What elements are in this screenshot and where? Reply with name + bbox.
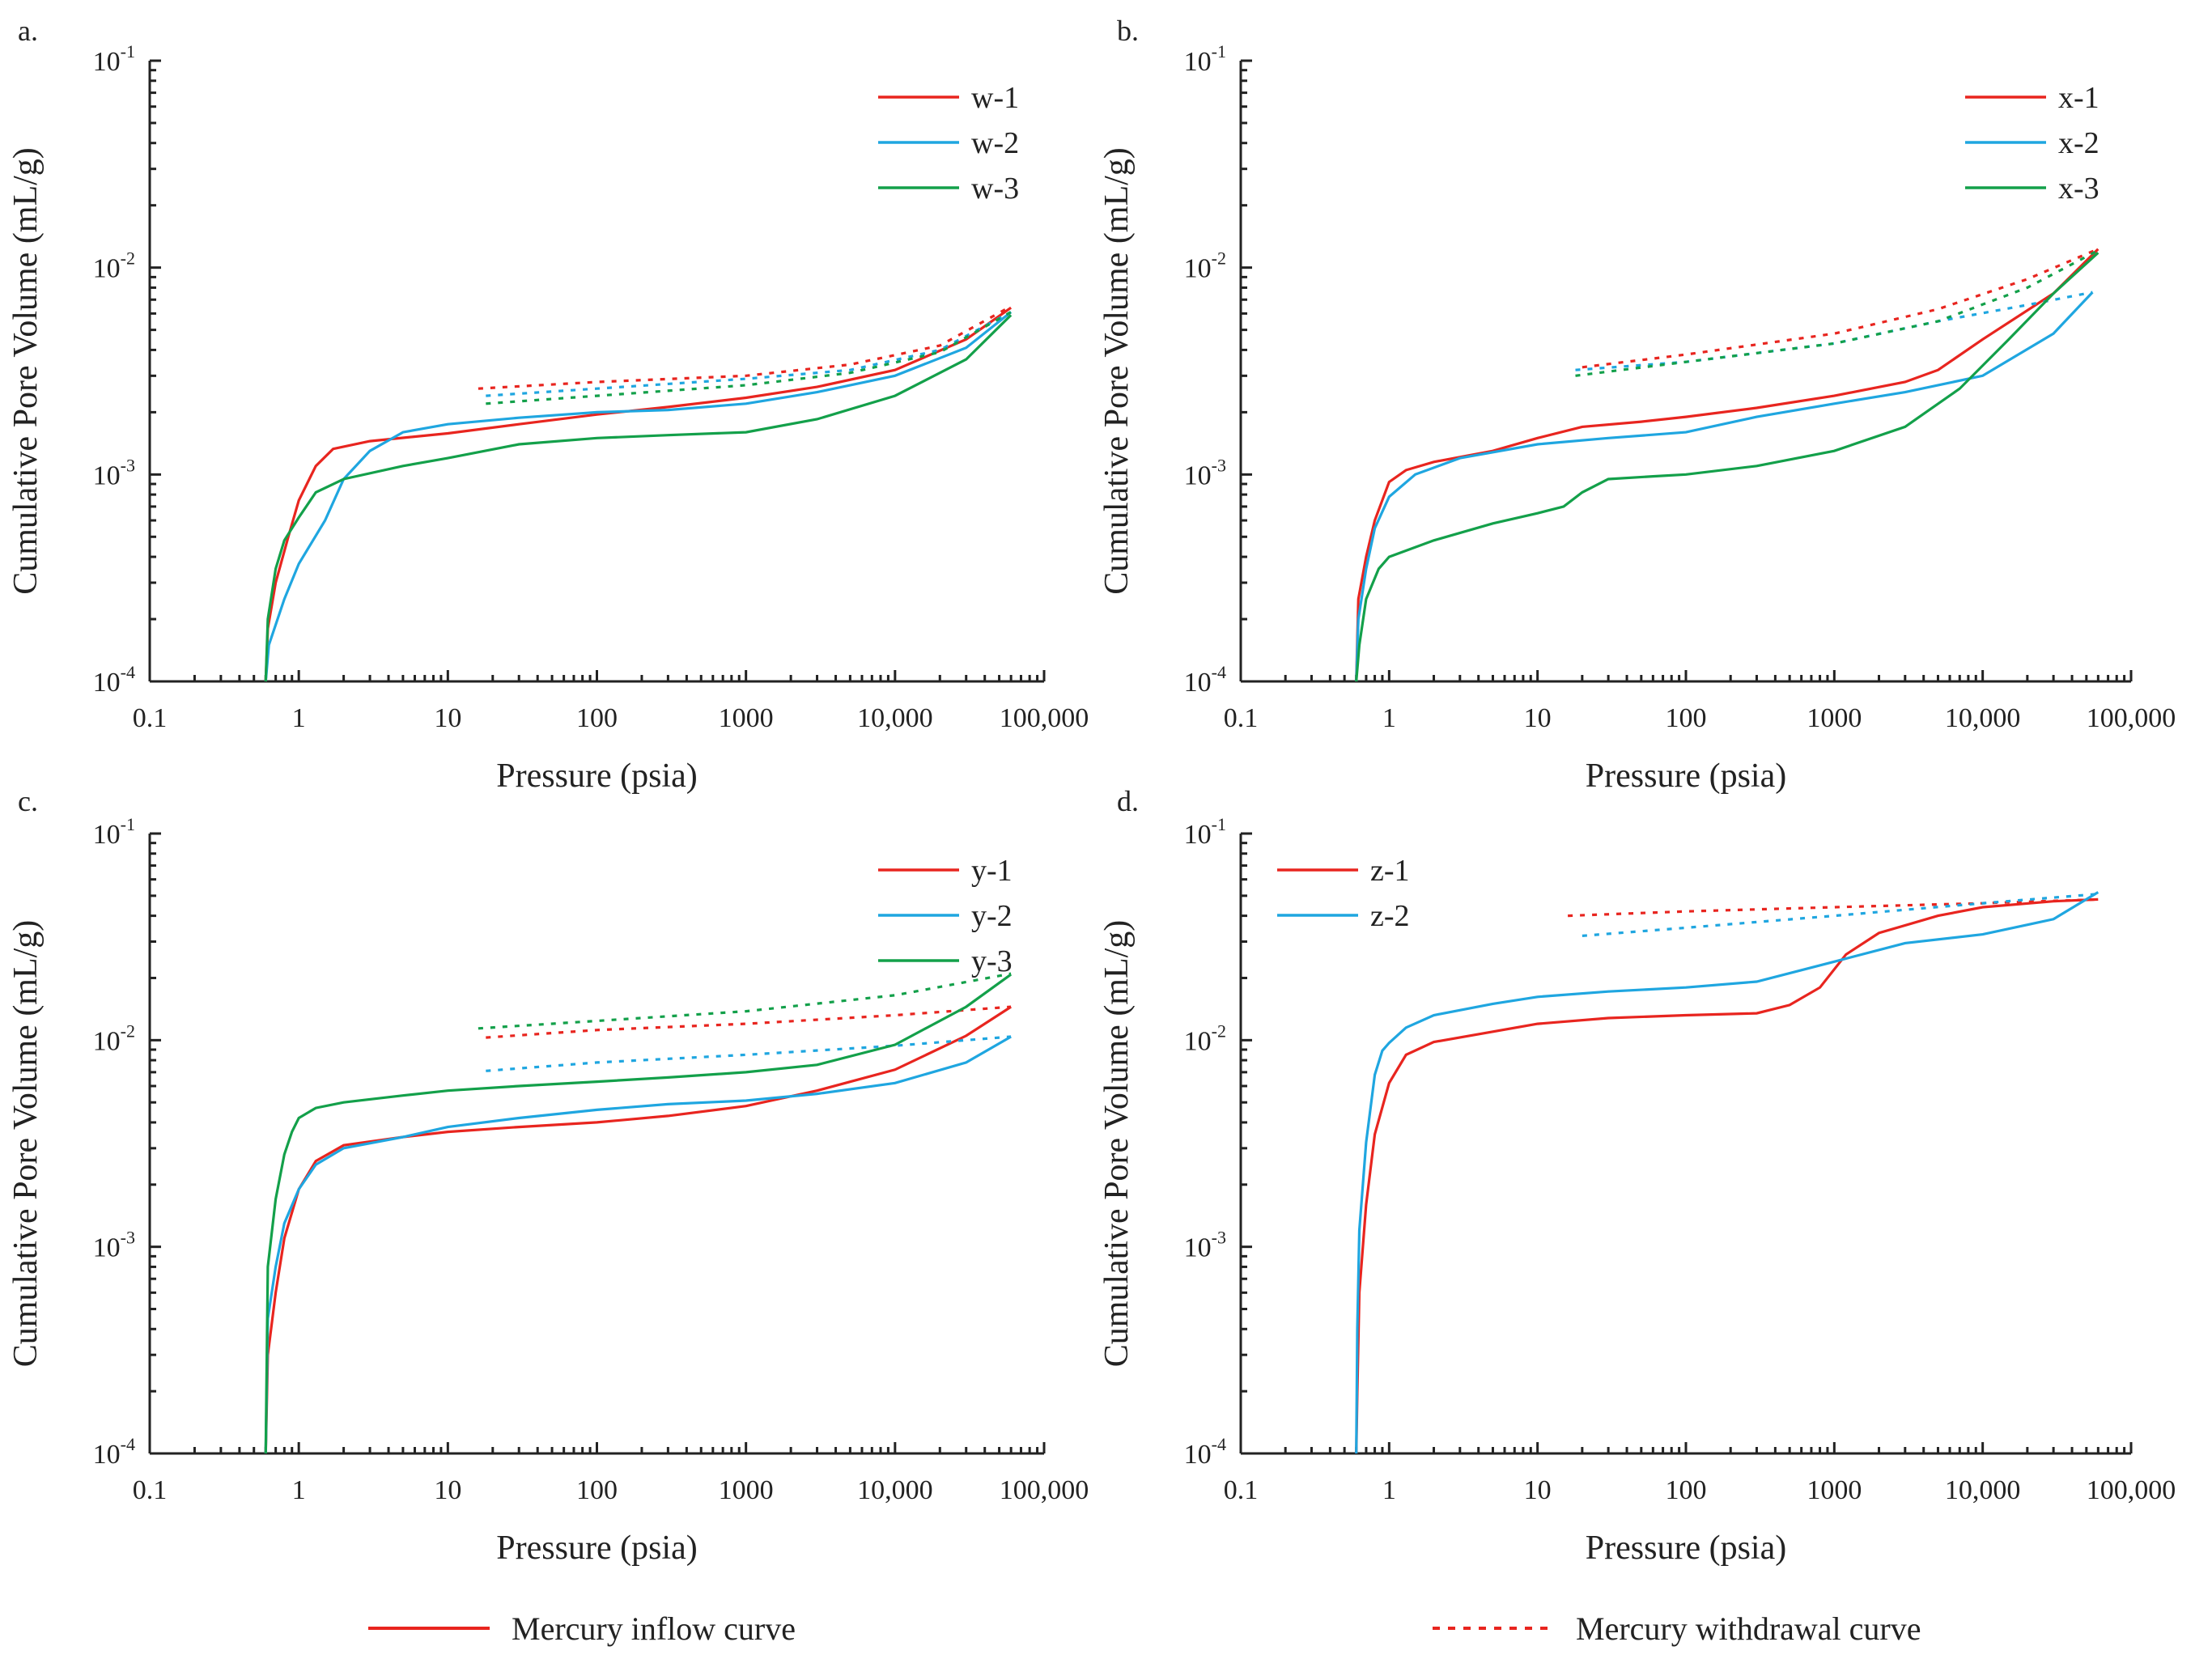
series-x-3-withdrawal-line bbox=[1575, 249, 2099, 377]
x-tick-label: 0.1 bbox=[1224, 703, 1259, 733]
series-x-3-inflow-line bbox=[1355, 252, 2099, 682]
chart-panel-3: c. 0.1 1 10 100 1000 10,000 100,000 10-4 10-3 10-2… bbox=[7, 785, 1089, 1567]
legend-label-x-1: x-1 bbox=[2058, 81, 2099, 115]
legend-label-x-3: x-3 bbox=[2058, 172, 2099, 206]
y-tick-label: 10-2 bbox=[1184, 1020, 1226, 1056]
x-tick-label: 1 bbox=[292, 703, 306, 733]
x-tick-label: 100,000 bbox=[1000, 703, 1089, 733]
x-tick-label: 10,000 bbox=[857, 703, 933, 733]
x-tick-label: 100,000 bbox=[2087, 1475, 2176, 1505]
x-tick-label: 1000 bbox=[719, 1475, 774, 1505]
panel-label: a. bbox=[18, 15, 38, 47]
x-tick-label: 10 bbox=[434, 703, 461, 733]
x-axis-label: Pressure (psia) bbox=[496, 1530, 697, 1567]
series-y-3-withdrawal-line bbox=[478, 972, 1012, 1030]
x-tick-label: 1 bbox=[1382, 1475, 1396, 1505]
x-tick-label: 0.1 bbox=[133, 1475, 168, 1505]
x-axis-label: Pressure (psia) bbox=[1586, 757, 1786, 795]
series-x-1-withdrawal-line bbox=[1582, 248, 2099, 369]
series-y-3-inflow-line bbox=[264, 973, 1013, 1454]
series-w-1-inflow-line bbox=[264, 306, 1013, 682]
bottom-legend: Mercury inflow curve Mercury withdrawal … bbox=[368, 1610, 1921, 1647]
y-tick-label: 10-1 bbox=[1184, 41, 1226, 77]
x-tick-label: 1000 bbox=[719, 703, 774, 733]
legend-inflow-label: Mercury inflow curve bbox=[512, 1610, 796, 1647]
legend-label-w-3: w-3 bbox=[971, 172, 1019, 206]
x-tick-label: 1 bbox=[292, 1475, 306, 1505]
panel-label: c. bbox=[18, 785, 38, 817]
legend-label-w-1: w-1 bbox=[971, 81, 1019, 115]
x-tick-label: 0.1 bbox=[1224, 1475, 1259, 1505]
chart-panel-1: a. 0.1 1 10 100 1000 10,000 100,000 10-4 10-3 10-2… bbox=[7, 15, 1089, 795]
y-axis-label: Cumulative Pore Volume (mL/g) bbox=[1098, 920, 1136, 1368]
x-tick-label: 10,000 bbox=[1945, 703, 2021, 733]
legend-label-z-2: z-2 bbox=[1370, 899, 1410, 933]
series-w-3-inflow-line bbox=[264, 314, 1013, 682]
x-tick-label: 1 bbox=[1382, 703, 1396, 733]
x-tick-label: 100,000 bbox=[2087, 703, 2176, 733]
x-tick-label: 1000 bbox=[1807, 703, 1862, 733]
series-z-2-inflow-line bbox=[1355, 891, 2099, 1454]
legend-label-x-2: x-2 bbox=[2058, 126, 2099, 160]
series-y-1-inflow-line bbox=[264, 1005, 1012, 1454]
series-w-2-inflow-line bbox=[264, 311, 1013, 682]
y-tick-label: 10-3 bbox=[1184, 455, 1226, 490]
series-w-3-withdrawal-line bbox=[486, 311, 1012, 405]
series-x-2-withdrawal-line bbox=[1575, 291, 2093, 371]
legend-label-y-1: y-1 bbox=[971, 854, 1013, 888]
panel-label: d. bbox=[1117, 785, 1139, 817]
x-tick-label: 0.1 bbox=[133, 703, 168, 733]
chart-panel-2: b. 0.1 1 10 100 1000 10,000 100,000 10-4 10-3 10-2… bbox=[1098, 15, 2176, 795]
y-tick-label: 10-3 bbox=[1184, 1228, 1226, 1263]
y-axis-label: Cumulative Pore Volume (mL/g) bbox=[7, 147, 45, 595]
x-axis-label: Pressure (psia) bbox=[1586, 1530, 1786, 1567]
y-tick-label: 10-2 bbox=[1184, 248, 1226, 284]
legend-label-y-3: y-3 bbox=[971, 944, 1013, 978]
y-axis-label: Cumulative Pore Volume (mL/g) bbox=[1098, 147, 1136, 595]
x-axis-label: Pressure (psia) bbox=[496, 757, 697, 795]
series-z-2-withdrawal-line bbox=[1582, 893, 2099, 937]
y-tick-label: 10-2 bbox=[93, 1020, 135, 1056]
series-x-1-inflow-line bbox=[1355, 248, 2099, 682]
y-tick-label: 10-1 bbox=[93, 41, 135, 77]
legend-withdrawal-label: Mercury withdrawal curve bbox=[1576, 1610, 1921, 1647]
series-z-1-inflow-line bbox=[1355, 897, 2099, 1454]
x-tick-label: 100 bbox=[576, 1475, 618, 1505]
legend-label-z-1: z-1 bbox=[1370, 854, 1410, 888]
x-tick-label: 100 bbox=[576, 703, 618, 733]
y-tick-label: 10-4 bbox=[1184, 662, 1226, 698]
legend-label-w-2: w-2 bbox=[971, 126, 1019, 160]
y-tick-label: 10-3 bbox=[93, 1228, 135, 1263]
y-tick-label: 10-4 bbox=[93, 662, 135, 698]
chart-panel-4: d. 0.1 1 10 100 1000 10,000 100,000 10-4 10-3 10-2… bbox=[1098, 785, 2176, 1567]
y-tick-label: 10-2 bbox=[93, 248, 135, 284]
x-tick-label: 10 bbox=[1524, 703, 1552, 733]
y-tick-label: 10-1 bbox=[93, 814, 135, 850]
x-tick-label: 10 bbox=[1524, 1475, 1552, 1505]
x-tick-label: 1000 bbox=[1807, 1475, 1862, 1505]
panel-label: b. bbox=[1117, 15, 1139, 47]
x-tick-label: 100 bbox=[1666, 703, 1707, 733]
series-w-1-withdrawal-line bbox=[478, 305, 1012, 390]
x-tick-label: 100 bbox=[1666, 1475, 1707, 1505]
y-axis-label: Cumulative Pore Volume (mL/g) bbox=[7, 920, 45, 1368]
y-tick-label: 10-3 bbox=[93, 455, 135, 490]
series-z-1-withdrawal-line bbox=[1568, 897, 2099, 918]
x-tick-label: 10,000 bbox=[857, 1475, 933, 1505]
series-x-2-inflow-line bbox=[1355, 291, 2094, 682]
legend-label-y-2: y-2 bbox=[971, 899, 1013, 933]
x-tick-label: 10,000 bbox=[1945, 1475, 2021, 1505]
series-y-2-inflow-line bbox=[264, 1035, 1012, 1454]
y-tick-label: 10-4 bbox=[93, 1434, 135, 1470]
series-y-1-withdrawal-line bbox=[486, 1005, 1012, 1039]
y-tick-label: 10-1 bbox=[1184, 814, 1226, 850]
y-tick-label: 10-4 bbox=[1184, 1434, 1226, 1470]
series-y-2-withdrawal-line bbox=[486, 1035, 1012, 1072]
x-tick-label: 10 bbox=[434, 1475, 461, 1505]
x-tick-label: 100,000 bbox=[1000, 1475, 1089, 1505]
